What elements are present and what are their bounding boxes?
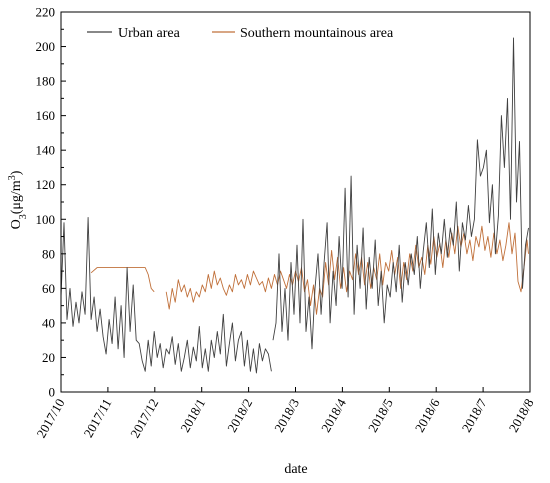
x-tick-label: 2018/4 [318,396,349,435]
plot-frame [60,11,531,393]
x-axis: 2017/10 2017/11 2017/12 2018/1 2018/2 2018/3 2… [33,387,537,440]
y-tick-label: 40 [42,315,55,330]
y-axis: 0 20 40 60 80 100 120 140 160 180 200 220 [36,5,66,400]
x-tick-label: 2018/8 [506,396,537,435]
series-line-urban-area [60,37,529,374]
y-tick-label: 20 [42,350,55,365]
y-tick-label: 200 [36,39,56,54]
y-tick-label: 60 [42,281,55,296]
series-layer [60,37,529,374]
x-axis-title: date [284,462,307,477]
x-tick-label: 2017/12 [127,396,161,440]
y-tick-label: 140 [36,143,56,158]
x-tick-label: 2018/7 [459,396,490,435]
x-tick-label: 2017/10 [33,396,67,440]
y-tick-label: 220 [36,5,56,20]
y-tick-label: 80 [42,246,55,261]
legend-label-urban-area: Urban area [118,26,181,41]
y-tick-label: 160 [36,108,56,123]
legend: Urban area Southern mountainous area [87,26,394,41]
y-tick-label: 120 [36,177,56,192]
x-tick-label: 2018/5 [365,396,396,435]
y-tick-label: 100 [36,212,56,227]
series-line-southern-mountainous-area [90,222,529,315]
y-tick-label: 180 [36,74,56,89]
y-axis-title: O3(μg/m3) [7,170,29,229]
x-tick-label: 2017/11 [80,396,114,440]
x-tick-label: 2018/3 [271,396,302,435]
y-tick-label: 0 [49,385,56,400]
x-tick-label: 2018/1 [177,396,208,435]
legend-label-southern-mountainous-area: Southern mountainous area [240,26,394,41]
x-tick-label: 2018/6 [412,396,443,435]
x-tick-label: 2018/2 [224,396,255,435]
